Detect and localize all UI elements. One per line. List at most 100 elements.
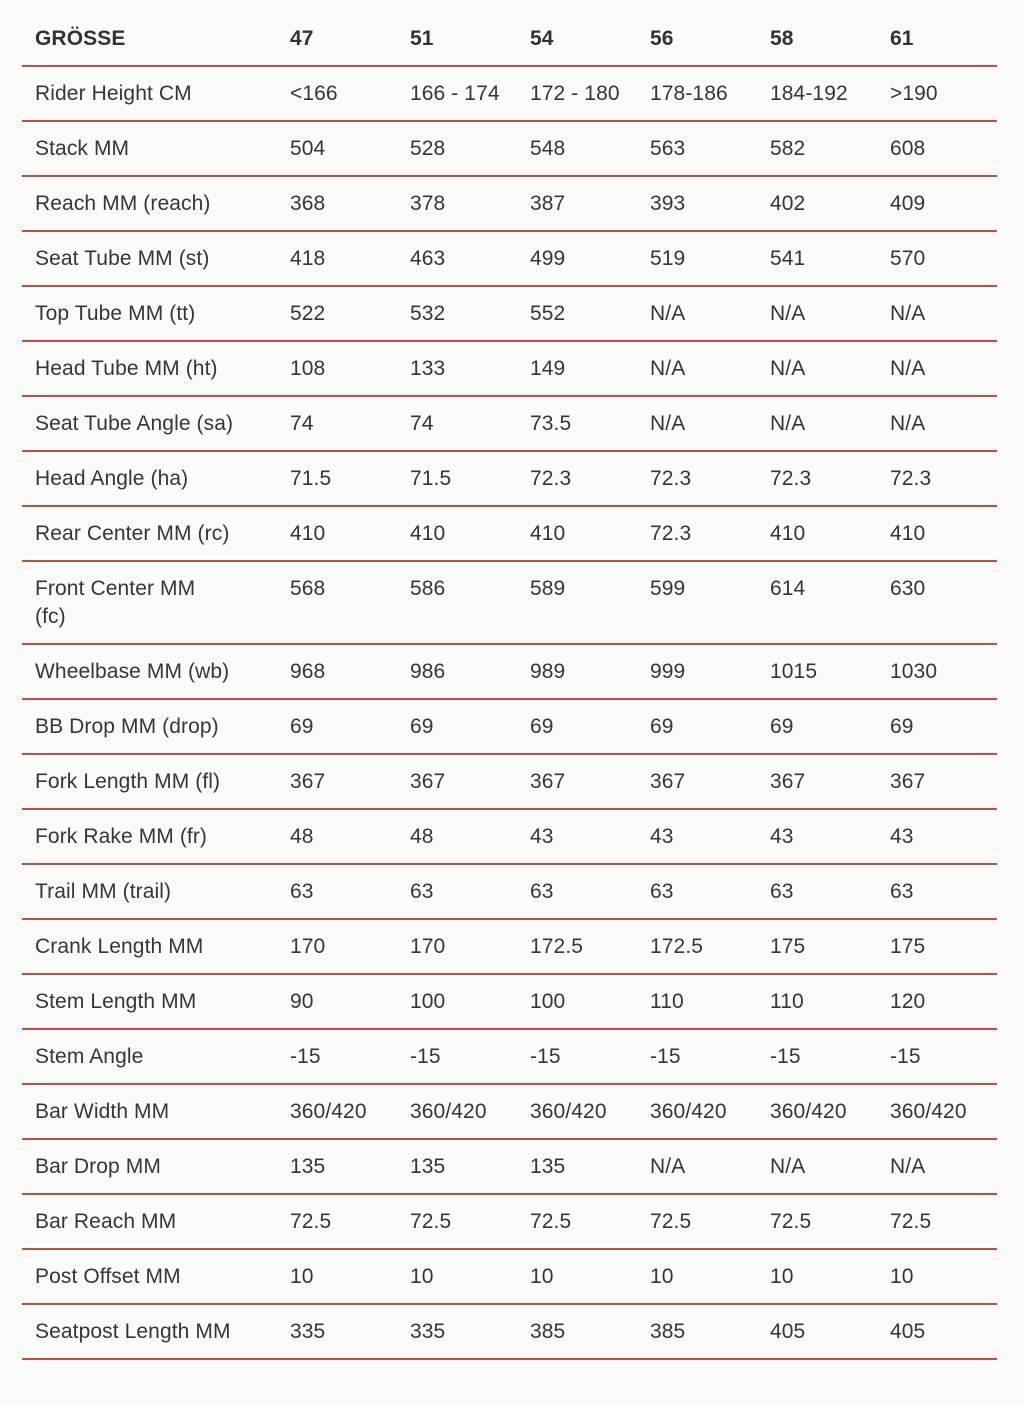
- row-value: 72.5: [770, 1194, 890, 1250]
- table-row: Stem Length MM 90 100 100 110 110 120: [22, 974, 997, 1030]
- row-value: 586: [410, 561, 530, 645]
- size-header-label: GRÖSSE: [22, 12, 290, 67]
- table-row: Fork Rake MM (fr) 48 48 43 43 43 43: [22, 809, 997, 865]
- row-value: 43: [530, 809, 650, 865]
- row-value: 100: [530, 974, 650, 1030]
- row-value: 63: [410, 864, 530, 920]
- row-value: N/A: [770, 1139, 890, 1195]
- row-value: 387: [530, 176, 650, 232]
- row-value: 69: [410, 699, 530, 755]
- row-value: 135: [290, 1139, 410, 1195]
- size-header-value: 61: [890, 12, 997, 67]
- row-value: 69: [650, 699, 770, 755]
- row-value: 367: [290, 754, 410, 810]
- size-header-value: 47: [290, 12, 410, 67]
- row-value: 69: [530, 699, 650, 755]
- row-label: Wheelbase MM (wb): [22, 644, 290, 700]
- table-row: Head Angle (ha) 71.5 71.5 72.3 72.3 72.3 72.3: [22, 451, 997, 507]
- table-row: Rider Height CM <166 166 - 174 172 - 180 178…: [22, 66, 997, 122]
- row-value: -15: [530, 1029, 650, 1085]
- row-value: 69: [890, 699, 997, 755]
- row-value: 178-186: [650, 66, 770, 122]
- row-value: 410: [410, 506, 530, 562]
- row-value: 367: [410, 754, 530, 810]
- row-value: 360/420: [890, 1084, 997, 1140]
- row-value: 43: [770, 809, 890, 865]
- row-value: 504: [290, 121, 410, 177]
- table-header-row: GRÖSSE 47 51 54 56 58 61: [22, 12, 997, 67]
- row-label: Head Tube MM (ht): [22, 341, 290, 397]
- table-row: Seatpost Length MM 335 335 385 385 405 405: [22, 1304, 997, 1360]
- row-value: 63: [530, 864, 650, 920]
- row-value: 552: [530, 286, 650, 342]
- row-value: 410: [290, 506, 410, 562]
- table-row: Stack MM 504 528 548 563 582 608: [22, 121, 997, 177]
- row-value: N/A: [890, 396, 997, 452]
- row-value: 135: [410, 1139, 530, 1195]
- row-label: Fork Length MM (fl): [22, 754, 290, 810]
- row-value: 72.3: [650, 506, 770, 562]
- row-value: 360/420: [290, 1084, 410, 1140]
- row-value: 608: [890, 121, 997, 177]
- row-value: 335: [410, 1304, 530, 1360]
- row-value: 10: [530, 1249, 650, 1305]
- row-value: 360/420: [650, 1084, 770, 1140]
- row-value: 410: [890, 506, 997, 562]
- row-value: 69: [770, 699, 890, 755]
- row-label: Bar Width MM: [22, 1084, 290, 1140]
- row-value: -15: [410, 1029, 530, 1085]
- row-value: 135: [530, 1139, 650, 1195]
- row-value: N/A: [770, 396, 890, 452]
- row-value: 405: [890, 1304, 997, 1360]
- table-row: Top Tube MM (tt) 522 532 552 N/A N/A N/A: [22, 286, 997, 342]
- row-value: 367: [890, 754, 997, 810]
- row-value: 170: [290, 919, 410, 975]
- row-value: 548: [530, 121, 650, 177]
- row-value: 72.5: [890, 1194, 997, 1250]
- row-value: 63: [650, 864, 770, 920]
- row-value: 563: [650, 121, 770, 177]
- row-value: 614: [770, 561, 890, 645]
- row-value: 74: [410, 396, 530, 452]
- row-value: 360/420: [410, 1084, 530, 1140]
- row-value: 10: [890, 1249, 997, 1305]
- row-value: >190: [890, 66, 997, 122]
- row-value: 463: [410, 231, 530, 287]
- row-value: 72.5: [410, 1194, 530, 1250]
- row-value: N/A: [890, 341, 997, 397]
- table-row: Fork Length MM (fl) 367 367 367 367 367 367: [22, 754, 997, 810]
- row-value: 568: [290, 561, 410, 645]
- size-header-value: 51: [410, 12, 530, 67]
- row-value: 69: [290, 699, 410, 755]
- row-value: 368: [290, 176, 410, 232]
- size-header-value: 56: [650, 12, 770, 67]
- table-row: Wheelbase MM (wb) 968 986 989 999 1015 1030: [22, 644, 997, 700]
- row-label: Head Angle (ha): [22, 451, 290, 507]
- row-value: 172.5: [650, 919, 770, 975]
- row-value: 172.5: [530, 919, 650, 975]
- row-value: 519: [650, 231, 770, 287]
- row-value: 72.5: [650, 1194, 770, 1250]
- table-row: BB Drop MM (drop) 69 69 69 69 69 69: [22, 699, 997, 755]
- row-label: Rear Center MM (rc): [22, 506, 290, 562]
- row-value: 170: [410, 919, 530, 975]
- table-row: Seat Tube MM (st) 418 463 499 519 541 570: [22, 231, 997, 287]
- row-value: 410: [530, 506, 650, 562]
- row-value: 48: [290, 809, 410, 865]
- row-value: 968: [290, 644, 410, 700]
- row-value: 367: [530, 754, 650, 810]
- row-value: 999: [650, 644, 770, 700]
- row-value: 541: [770, 231, 890, 287]
- row-value: 393: [650, 176, 770, 232]
- row-value: 90: [290, 974, 410, 1030]
- row-value: 43: [890, 809, 997, 865]
- row-value: 360/420: [770, 1084, 890, 1140]
- row-value: 582: [770, 121, 890, 177]
- row-value: 172 - 180: [530, 66, 650, 122]
- row-label: Front Center MM (fc): [22, 561, 290, 645]
- row-label: Bar Reach MM: [22, 1194, 290, 1250]
- row-value: 63: [770, 864, 890, 920]
- row-value: 528: [410, 121, 530, 177]
- row-value: 43: [650, 809, 770, 865]
- row-label: Fork Rake MM (fr): [22, 809, 290, 865]
